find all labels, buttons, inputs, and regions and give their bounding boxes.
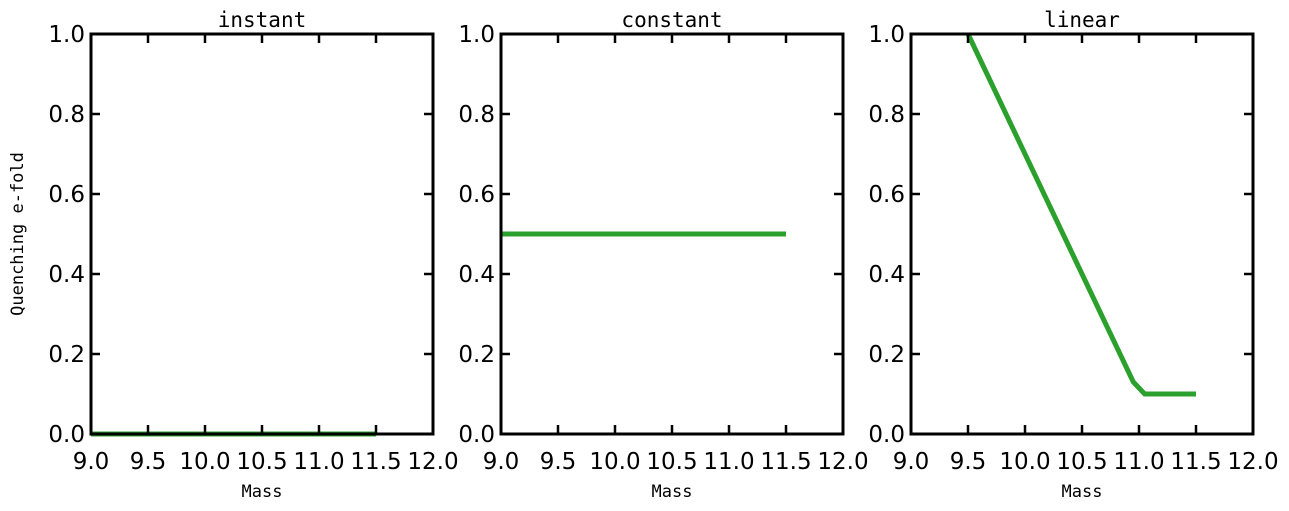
x-tick-label: 10.0 bbox=[589, 449, 640, 475]
y-tick-label: 0.4 bbox=[458, 262, 495, 288]
y-tick-label: 0.0 bbox=[458, 422, 495, 448]
y-tick-label: 0.2 bbox=[48, 342, 85, 368]
panel-title-linear: linear bbox=[1044, 8, 1120, 32]
x-tick-label: 10.5 bbox=[1056, 449, 1107, 475]
y-tick-label: 0.6 bbox=[48, 182, 85, 208]
x-tick-label: 9.0 bbox=[893, 449, 930, 475]
x-tick-label: 10.5 bbox=[236, 449, 287, 475]
y-tick-label: 0.8 bbox=[868, 102, 905, 128]
x-tick-label: 11.0 bbox=[1113, 449, 1164, 475]
x-tick-label: 9.0 bbox=[483, 449, 520, 475]
x-tick-label: 11.0 bbox=[293, 449, 344, 475]
series-line-linear bbox=[965, 32, 1196, 397]
y-tick-label: 0.8 bbox=[458, 102, 495, 128]
y-tick-label: 0.0 bbox=[868, 422, 905, 448]
y-tick-label: 1.0 bbox=[48, 22, 85, 48]
y-tick-label: 0.0 bbox=[48, 422, 85, 448]
x-axis-label: Mass bbox=[652, 482, 693, 502]
x-tick-label: 9.0 bbox=[73, 449, 110, 475]
x-tick-label: 12.0 bbox=[817, 449, 868, 475]
y-tick-label: 0.4 bbox=[868, 262, 905, 288]
x-tick-label: 11.5 bbox=[350, 449, 401, 475]
y-tick-label: 0.6 bbox=[868, 182, 905, 208]
panel-title-constant: constant bbox=[621, 8, 722, 32]
x-tick-label: 10.0 bbox=[179, 449, 230, 475]
panel-linear: 9.0 9.5 10.0 10.5 11.0 11.5 12.0 0.0 0.2 0.4 0.6 0.… bbox=[868, 8, 1278, 502]
y-tick-label: 0.2 bbox=[458, 342, 495, 368]
x-tick-label: 9.5 bbox=[950, 449, 987, 475]
x-tick-label: 11.0 bbox=[703, 449, 754, 475]
x-tick-label: 11.5 bbox=[1170, 449, 1221, 475]
y-tick-label: 0.2 bbox=[868, 342, 905, 368]
x-tick-label: 10.0 bbox=[999, 449, 1050, 475]
y-tick-label: 0.8 bbox=[48, 102, 85, 128]
x-tick-label: 12.0 bbox=[407, 449, 458, 475]
panel-instant: 9.0 9.5 10.0 10.5 11.0 11.5 12.0 0.0 0.2 0.4 0.6 0.… bbox=[8, 8, 459, 502]
x-tick-label: 12.0 bbox=[1227, 449, 1278, 475]
x-tick-label: 10.5 bbox=[646, 449, 697, 475]
y-tick-label: 0.6 bbox=[458, 182, 495, 208]
x-tick-label: 9.5 bbox=[540, 449, 577, 475]
y-tick-label: 0.4 bbox=[48, 262, 85, 288]
panel-title-instant: instant bbox=[218, 8, 307, 32]
y-axis-label: Quenching e-fold bbox=[8, 152, 28, 316]
x-tick-label: 9.5 bbox=[130, 449, 167, 475]
y-tick-label: 1.0 bbox=[868, 22, 905, 48]
axes-frame-instant bbox=[89, 32, 435, 436]
axes-frame-linear bbox=[909, 32, 1255, 436]
x-axis-label: Mass bbox=[1062, 482, 1103, 502]
x-tick-label: 11.5 bbox=[760, 449, 811, 475]
y-tick-label: 1.0 bbox=[458, 22, 495, 48]
panel-constant: 9.0 9.5 10.0 10.5 11.0 11.5 12.0 0.0 0.2 0.4 0.6 0.… bbox=[458, 8, 868, 502]
x-axis-label: Mass bbox=[242, 482, 283, 502]
